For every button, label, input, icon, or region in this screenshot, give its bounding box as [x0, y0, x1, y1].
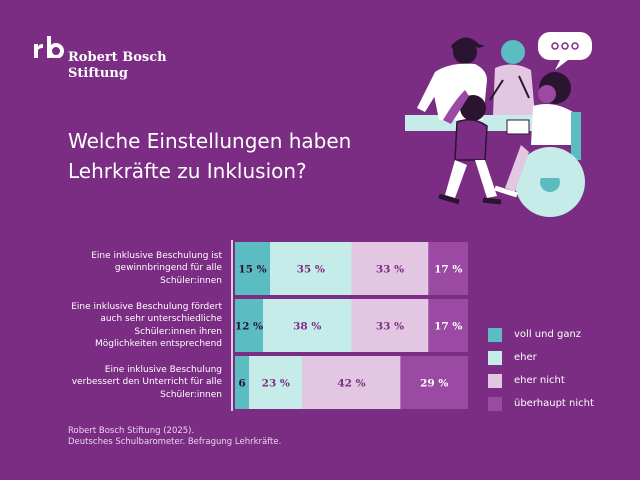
category-label-line: Eine inklusive Beschulung fördert [71, 301, 222, 312]
category-label-line: Eine inklusive Beschulung [104, 364, 222, 375]
bar-eher-row-3 [248, 356, 303, 409]
legend-swatch [488, 327, 502, 342]
title-line-2: Lehrkräfte zu Inklusion? [68, 159, 307, 183]
legend: voll und ganz eher eher nicht überhaupt … [488, 323, 594, 415]
bar-eher-nicht-row-3 [302, 356, 401, 409]
category-label-line: Eine inklusive Beschulung ist [91, 250, 222, 261]
legend-label: eher nicht [514, 375, 565, 386]
category-label-row-3: Eine inklusive Beschulung verbessert den … [52, 364, 222, 402]
legend-swatch [488, 373, 502, 388]
data-label-ueberhaupt-nicht-row-1: 17 % [434, 264, 462, 276]
legend-label: voll und ganz [514, 329, 582, 340]
legend-swatch [488, 396, 502, 411]
bar-eher-row-2 [262, 299, 352, 352]
speech-bubble-icon [538, 32, 592, 70]
category-label-line: auch sehr unterschiedliche [100, 314, 222, 324]
data-label-eher-row-3: 23 % [262, 378, 290, 390]
brand-line-2: Stiftung [68, 66, 128, 81]
bar-ueberhaupt-nicht-row-2 [428, 299, 468, 352]
page-title: Welche Einstellungen haben Lehrkräfte zu… [68, 126, 398, 186]
source-line-1: Robert Bosch Stiftung (2025). [68, 426, 195, 436]
data-label-ueberhaupt-nicht-row-3: 29 % [420, 378, 448, 390]
source-note: Robert Bosch Stiftung (2025). Deutsches … [68, 426, 281, 448]
people-illustration-icon [405, 32, 592, 217]
data-label-eher-row-1: 35 % [297, 264, 325, 276]
data-label-eher-nicht-row-2: 33 % [376, 321, 404, 333]
brand-line-1: Robert Bosch [68, 50, 167, 65]
legend-item-ueberhaupt-nicht: überhaupt nicht [488, 392, 594, 415]
bar-eher-nicht-row-1 [351, 242, 429, 295]
category-label-row-1: Eine inklusive Beschulung ist gewinnbring… [52, 250, 222, 288]
brand-logo: Robert Bosch Stiftung [34, 36, 167, 82]
rb-logo-icon [34, 36, 64, 58]
category-label-line: Möglichkeiten entsprechend [94, 339, 222, 349]
bar-ueberhaupt-nicht-row-1 [428, 242, 468, 295]
category-label-line: Schüler:innen ihren [134, 326, 222, 337]
category-label-line: verbessert den Unterricht für alle [71, 377, 222, 388]
category-label-line: gewinnbringend für alle [114, 263, 222, 274]
bar-eher-row-1 [269, 242, 352, 295]
bar-voll-und-ganz-row-1 [235, 242, 270, 295]
data-label-voll-und-ganz-row-1: 15 % [238, 264, 266, 276]
legend-item-eher-nicht: eher nicht [488, 369, 594, 392]
legend-label: eher [514, 352, 537, 363]
legend-item-eher: eher [488, 346, 594, 369]
bar-ueberhaupt-nicht-row-3 [400, 356, 468, 409]
legend-item-voll-und-ganz: voll und ganz [488, 323, 594, 346]
data-label-eher-nicht-row-1: 33 % [376, 264, 404, 276]
data-label-eher-row-2: 38 % [293, 321, 321, 333]
data-label-voll-und-ganz-row-3: 6 [238, 378, 245, 390]
bar-voll-und-ganz-row-3 [235, 356, 249, 409]
category-label-line: Schüler:innen [160, 275, 222, 286]
source-line-2: Deutsches Schulbarometer. Befragung Lehr… [68, 437, 282, 447]
data-label-voll-und-ganz-row-2: 12 % [235, 321, 263, 333]
category-label-line: Schüler:innen [160, 389, 222, 400]
bar-voll-und-ganz-row-2 [235, 299, 263, 352]
brand-name: Robert Bosch Stiftung [68, 36, 167, 82]
data-label-ueberhaupt-nicht-row-2: 17 % [434, 321, 462, 333]
title-line-1: Welche Einstellungen haben [68, 129, 352, 153]
legend-swatch [488, 350, 502, 365]
data-label-eher-nicht-row-3: 42 % [337, 378, 365, 390]
bar-eher-nicht-row-2 [351, 299, 429, 352]
category-label-row-2: Eine inklusive Beschulung fördert auch se… [52, 301, 222, 351]
legend-label: überhaupt nicht [514, 398, 594, 409]
